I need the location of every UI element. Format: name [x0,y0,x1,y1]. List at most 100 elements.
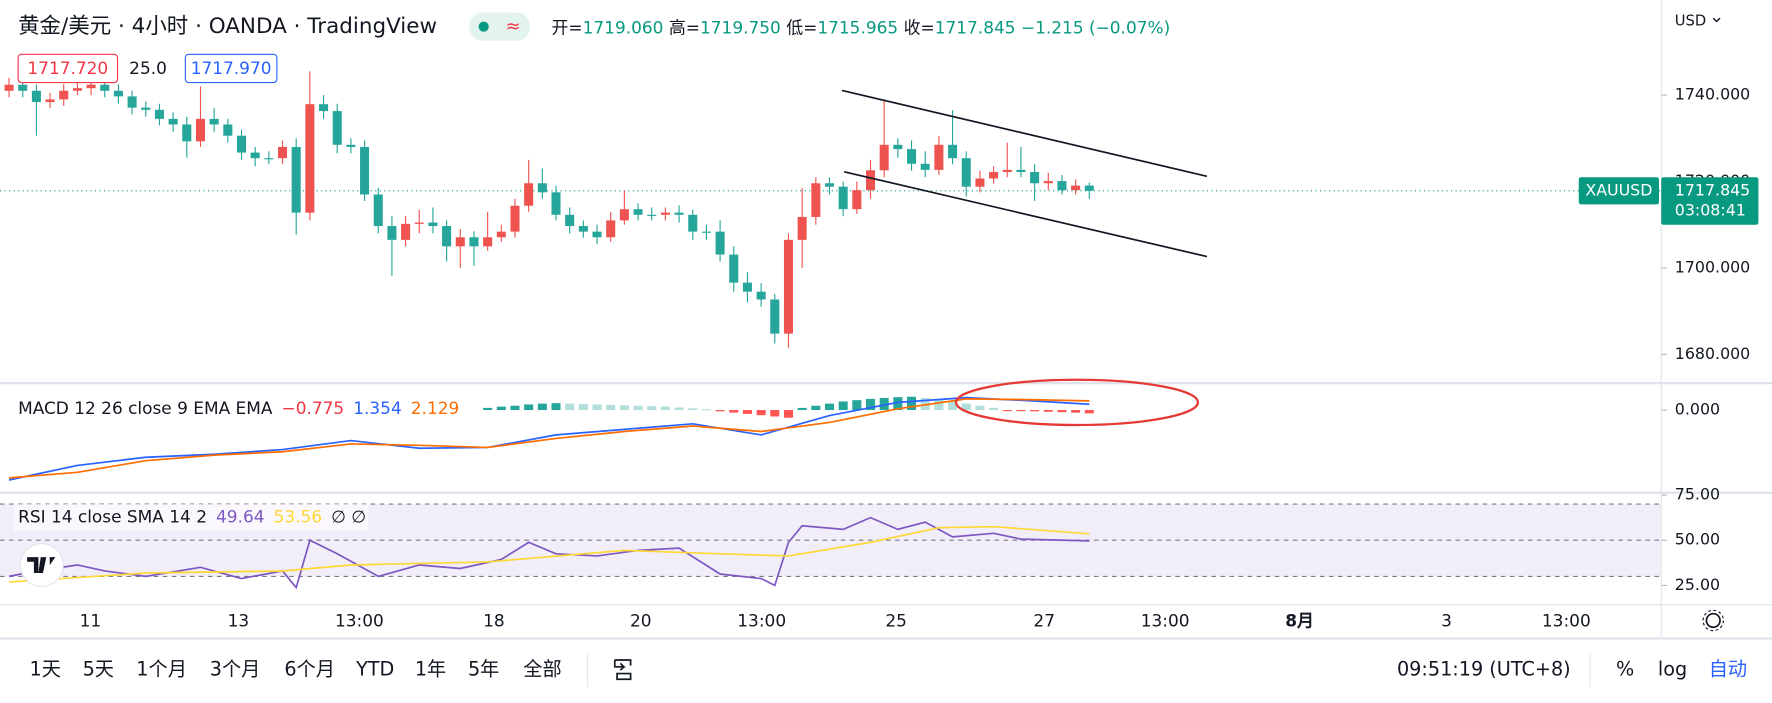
settings-icon-teeth [1702,609,1724,632]
macd-histogram-bar [1057,410,1067,413]
time-tick-label: 13 [228,611,250,631]
legend-title: RSI 14 close SMA 14 2 [18,507,207,527]
macd-histogram-bar [1030,410,1040,412]
range-button[interactable]: 1天 [29,658,60,681]
macd-histogram-bar [592,404,602,411]
candle-body [1057,181,1067,191]
currency-selector[interactable]: USD [1675,13,1706,30]
candle-body [496,231,506,238]
candle-body [414,222,424,224]
macd-histogram-bar [1071,410,1081,413]
candle-body [195,118,206,142]
trend-line [843,170,1208,258]
macd-histogram-bar [811,405,821,411]
status-pill[interactable] [468,12,531,41]
candle-body [154,109,164,119]
candle-body [811,183,821,217]
time-tick-label: 8月 [1285,611,1314,631]
y-tick-label: 1740.000 [1675,85,1750,104]
range-button[interactable]: 5天 [83,658,114,681]
candle-body [688,214,698,232]
range-button[interactable]: 6个月 [284,658,335,681]
price-change: −1.215 (−0.07%) [1021,17,1170,37]
macd-histogram-bar [524,404,534,411]
scale-option[interactable]: log [1658,658,1687,681]
macd-histogram-bar [647,406,657,411]
candle-body [182,124,192,142]
candle-body [18,84,28,91]
candle-body [797,216,807,240]
last-price-tag [1661,177,1759,225]
ohlc-label: 低= [786,17,817,37]
candle-body [319,104,329,112]
time-tick-label: 3 [1441,611,1452,631]
bid-price: 1717.720 [27,58,108,78]
candle-body [264,158,274,160]
clock: 09:51:19 (UTC+8) [1397,658,1571,681]
scale-option[interactable]: % [1616,658,1634,681]
y-tick-label: 0.000 [1675,400,1720,419]
range-button[interactable]: 3个月 [210,658,261,681]
macd-histogram-bar [1043,410,1053,412]
range-button[interactable]: 1年 [415,658,446,681]
macd-histogram-bar [633,405,643,411]
candle-body [442,226,452,247]
status-icon: ≈ [505,16,520,37]
candle-body [770,299,780,334]
range-button[interactable]: 5年 [468,658,499,681]
y-tick-label: 1700.000 [1675,257,1750,276]
macd-histogram-bar [961,403,971,411]
candle-body [551,192,561,215]
range-button[interactable]: 全部 [523,658,561,681]
indicator-legend: RSI 14 close SMA 14 2 49.64 53.56 ∅ ∅ [18,507,366,527]
replay-icon[interactable] [613,659,632,681]
candle-body [592,231,602,238]
settings-icon[interactable] [1705,612,1721,629]
range-button[interactable]: 1个月 [136,658,187,681]
candle-body [879,144,889,171]
candle-body [660,212,670,215]
candle-body [715,231,725,255]
candle-body [1002,169,1012,173]
candle-body [1016,169,1026,173]
candle-body [455,237,465,247]
ohlc-value: 1715.965 [817,17,898,37]
macd-histogram-bar [715,410,725,412]
candle-body [729,254,739,283]
candle-body [291,146,301,213]
candle-body [483,237,493,247]
candle-body [1030,172,1040,184]
bid-box[interactable] [17,53,119,84]
scale-option[interactable]: 自动 [1709,658,1747,681]
candle-body [537,183,547,193]
legend-value: −0.775 [282,398,345,418]
macd-histogram-bar [975,405,985,411]
candle-body [756,291,766,300]
candle-body [524,183,534,206]
ask-box[interactable] [184,53,278,84]
candle-body [305,104,315,213]
macd-histogram-bar [907,396,917,411]
y-tick-label: 25.00 [1675,575,1720,594]
macd-histogram-bar [674,407,684,411]
candle-body [428,222,438,227]
macd-histogram-bar [688,408,698,411]
symbol-tag [1578,177,1659,205]
candle-body [236,135,247,153]
ohlc-value: 1719.060 [583,17,664,37]
candle-body [278,146,288,159]
macd-histogram-bar [989,407,999,411]
range-button[interactable]: YTD [355,658,394,681]
macd-histogram-bar [578,404,588,411]
y-tick-label: 50.00 [1675,530,1720,549]
macd-histogram-bar [1084,410,1094,414]
candle-body [907,149,917,164]
candle-body [633,209,643,215]
symbol-tag-text: XAUUSD [1585,180,1652,199]
legend-value: 2.129 [411,398,460,418]
candle-body [565,214,575,227]
candle-body [250,152,260,159]
macd-histogram-bar [483,407,493,411]
